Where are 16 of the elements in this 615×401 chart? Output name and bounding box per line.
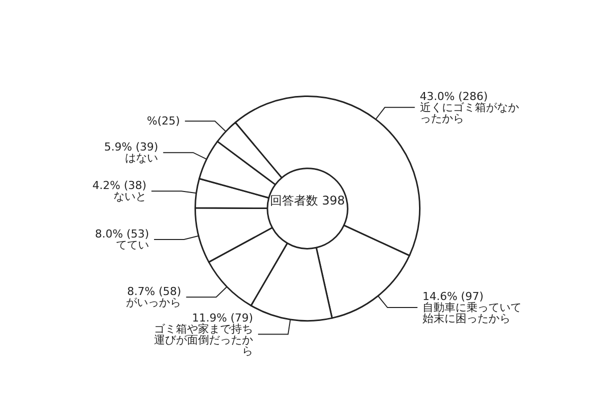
slice-label: 自動車に乗っていて始末に困ったから [422, 301, 522, 326]
slice-label: ててい [116, 238, 150, 252]
data-label: 11.9% (79) [192, 311, 254, 324]
data-label: 8.7% (58) [127, 285, 182, 298]
slice-label: はない [125, 152, 158, 165]
slice-label: ないと [113, 190, 146, 204]
data-label: 8.0% (53) [95, 227, 150, 240]
data-label: 5.9% (39) [104, 140, 158, 154]
slice-label: がいっから [126, 296, 182, 310]
data-label: 14.6% (97) [422, 290, 484, 304]
slice-label: %(25) [146, 114, 180, 128]
text: 回答者数 398 [270, 194, 345, 208]
slice-label: ゴミ箱や家まで持ち運びが面倒だったから [154, 322, 254, 358]
slice-label: 近くにゴミ箱がなかったから [420, 100, 519, 125]
data-label: 4.2% (38) [92, 179, 146, 192]
data-label: 43.0% (286) [420, 90, 488, 103]
